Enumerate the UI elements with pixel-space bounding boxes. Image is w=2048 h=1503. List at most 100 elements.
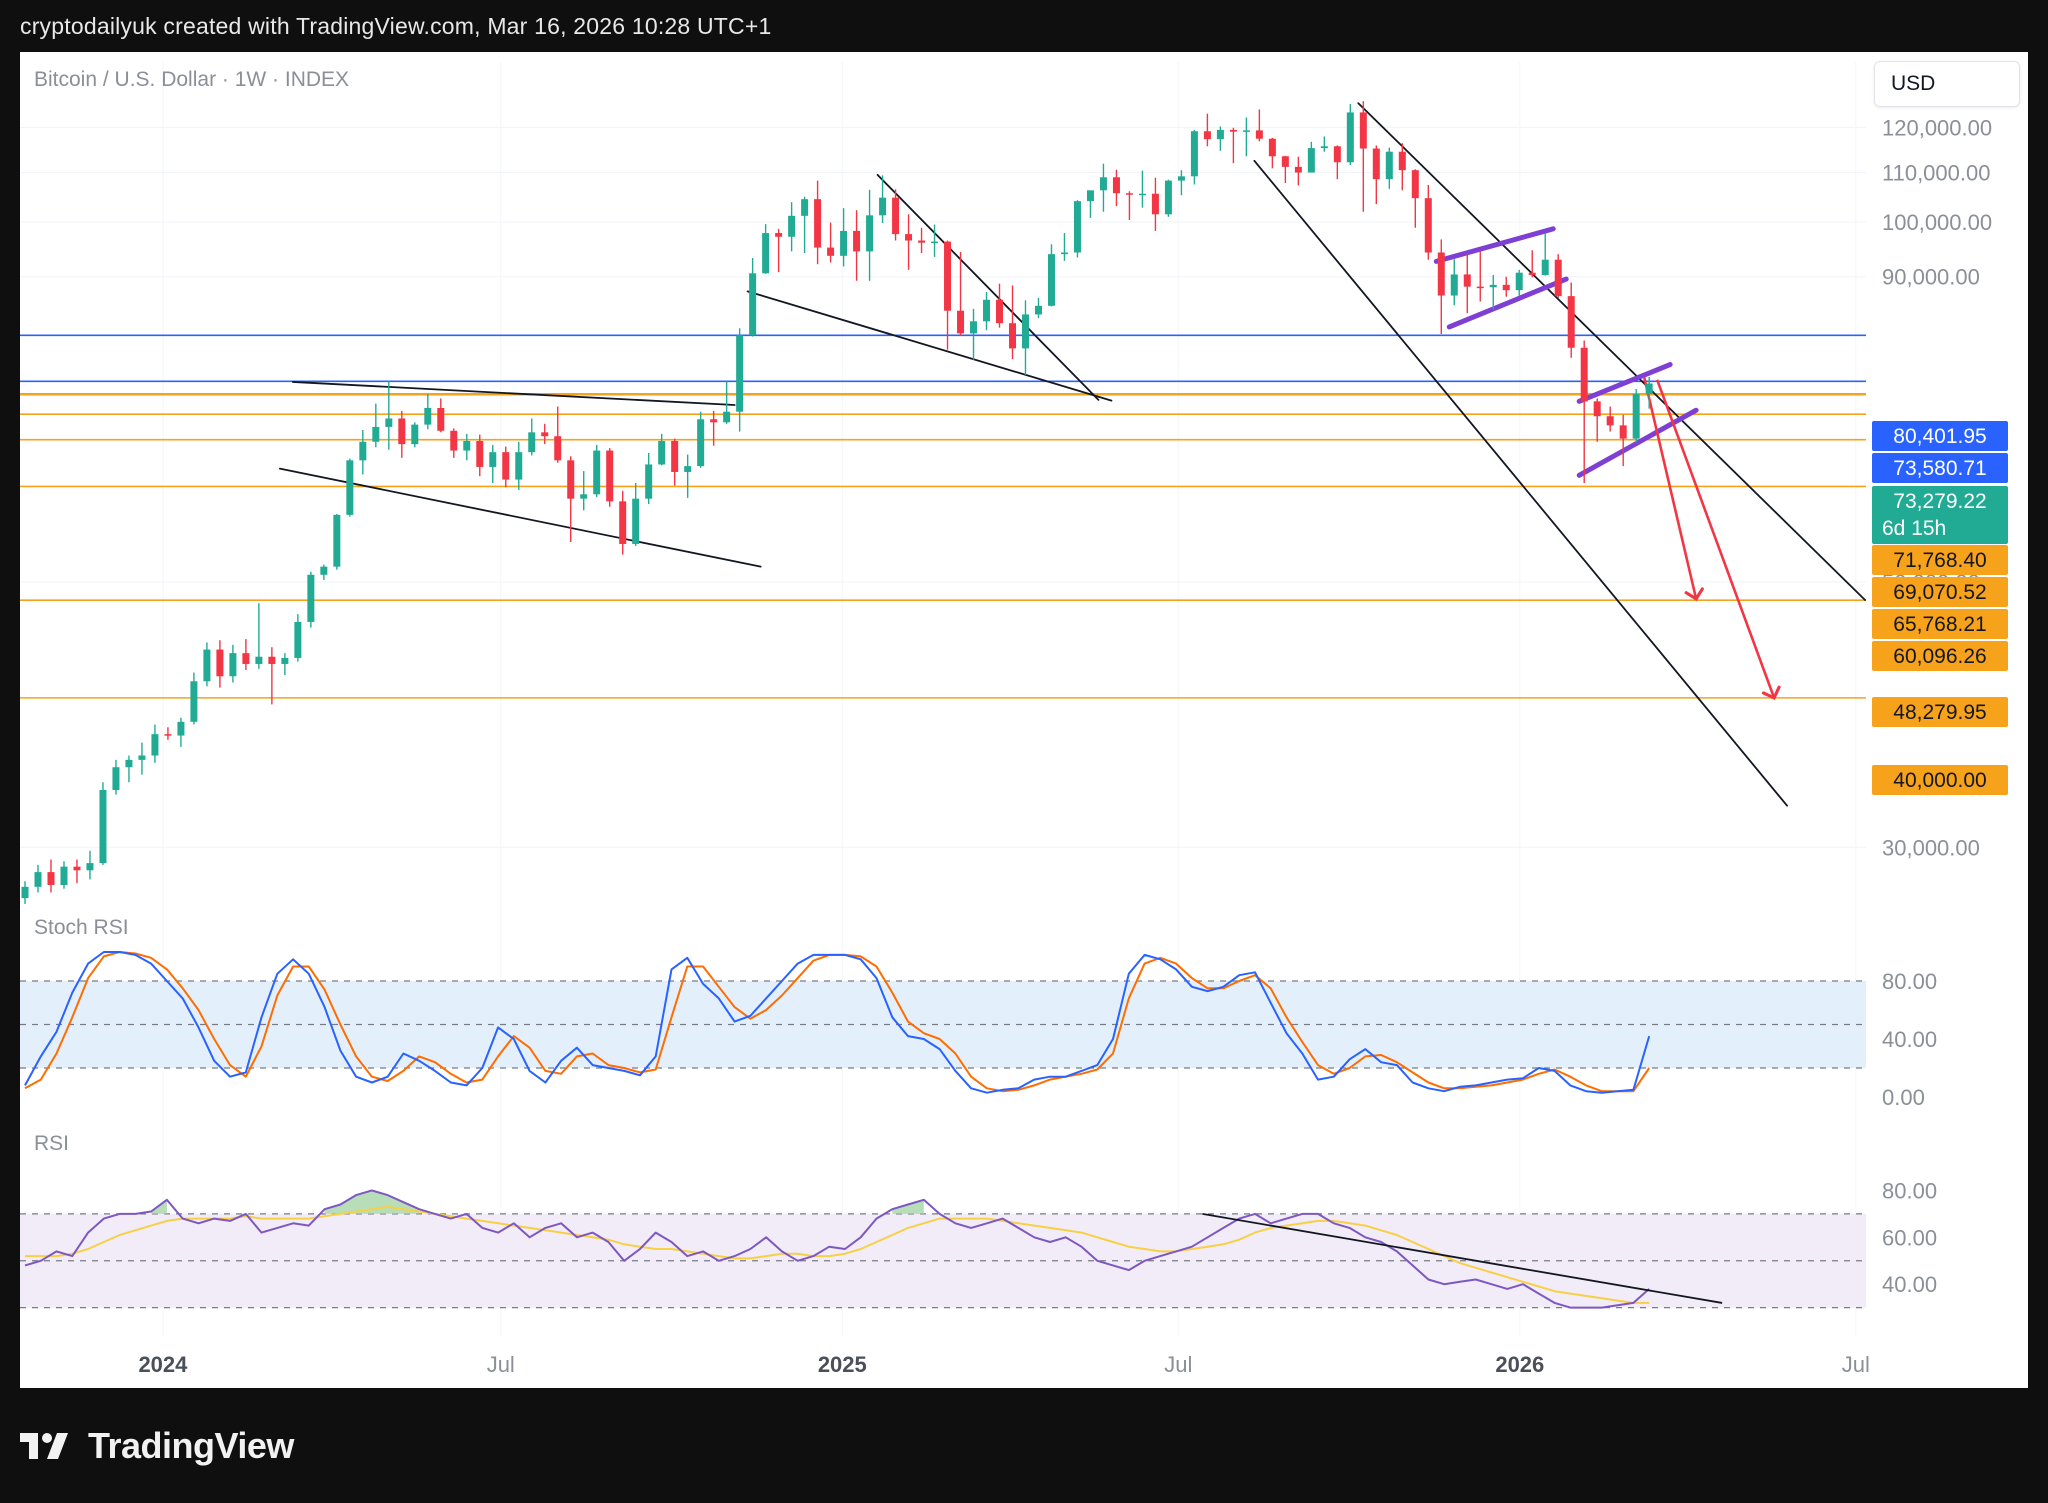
candle-body (21, 886, 29, 899)
footer: TradingView (20, 1418, 294, 1474)
candle (164, 727, 172, 740)
wedge-2025-line (746, 290, 1113, 402)
candle (73, 859, 81, 884)
candle-body (1411, 170, 1419, 199)
price-label-bg (1872, 486, 2008, 544)
candle (736, 328, 744, 432)
time-tick-label: 2024 (138, 1352, 188, 1377)
candle-body (1437, 252, 1445, 296)
candle (411, 422, 419, 448)
candle-body (1164, 180, 1172, 215)
candle-body (684, 466, 692, 472)
candle (1398, 143, 1406, 191)
candle (1047, 244, 1055, 307)
candle (541, 423, 549, 445)
countdown-text: 6d 15h (1882, 517, 1946, 540)
candle (346, 458, 354, 517)
candle-body (242, 653, 250, 664)
price-tick-label: 90,000.00 (1882, 265, 1980, 290)
candle (502, 446, 510, 488)
candle-body (918, 240, 926, 243)
candle-body (983, 299, 991, 322)
candle (1346, 104, 1354, 166)
candle (944, 240, 952, 350)
candle (1281, 155, 1289, 184)
candle-body (476, 440, 484, 467)
candle-body (1125, 193, 1133, 195)
candle-body (632, 498, 640, 544)
candle-body (827, 247, 835, 256)
candle-body (190, 681, 198, 722)
stoch-tick-label: 80.00 (1882, 969, 1937, 994)
candle-body (801, 199, 809, 216)
candle-body (1060, 252, 1068, 255)
price-label-text: 80,401.95 (1893, 425, 1986, 448)
candle-body (736, 335, 744, 412)
candle-body (307, 574, 315, 622)
candle-body (1281, 156, 1289, 167)
candle (1515, 269, 1523, 296)
price-label-text: 69,070.52 (1893, 581, 1986, 604)
candle (1424, 184, 1432, 260)
candle-body (359, 441, 367, 461)
price-label-bg (1872, 609, 2008, 639)
candle (684, 454, 692, 498)
chart-canvas[interactable]: 30,000.0050,000.0090,000.00100,000.00110… (20, 52, 2028, 1388)
candle-body (1034, 305, 1042, 315)
candle (125, 755, 133, 783)
candle (1073, 200, 1081, 258)
candle (60, 861, 68, 889)
candle-body (1346, 112, 1354, 163)
candle-body (775, 233, 783, 237)
candle (1229, 127, 1237, 164)
candle-body (970, 321, 978, 334)
candle (359, 430, 367, 475)
candle (671, 438, 679, 486)
candle (1125, 191, 1133, 220)
candle-body (502, 452, 510, 480)
candle (827, 222, 835, 263)
price-label: 73,580.71 (1872, 453, 2008, 483)
candle-body (1489, 284, 1497, 288)
price-label-text: 40,000.00 (1893, 769, 1986, 792)
rsi-trendline (1202, 1212, 1723, 1304)
candle (476, 434, 484, 477)
candle (1177, 170, 1185, 196)
candle-body (1047, 254, 1055, 306)
candle-body (866, 215, 874, 252)
candle-body (749, 273, 757, 336)
candle-body (1138, 193, 1146, 196)
candle (1294, 156, 1302, 186)
candle-body (281, 657, 289, 664)
currency-button[interactable]: USD (1874, 61, 2020, 107)
candle (1541, 233, 1549, 276)
candle (515, 441, 523, 490)
wedge-2025-line (876, 173, 1100, 401)
candle-body (1242, 130, 1250, 132)
candle-body (1372, 148, 1380, 180)
candle (788, 202, 796, 252)
candle (1086, 190, 1094, 218)
candle-body (346, 460, 354, 515)
candle (463, 433, 471, 461)
candle-body (710, 419, 718, 423)
candle-body (723, 411, 731, 423)
time-tick-label: 2025 (818, 1352, 867, 1377)
price-label-bg (1872, 545, 2008, 575)
candle-body (138, 755, 146, 760)
candle-body (60, 866, 68, 885)
candle (450, 428, 458, 458)
last-price-label: 73,279.22 6d 15h (1872, 486, 2008, 544)
wedge-2024-line (291, 381, 736, 406)
candle-body (1307, 148, 1315, 173)
price-label: 80,401.95 (1872, 421, 2008, 451)
candle (697, 411, 705, 468)
candle (853, 210, 861, 281)
tradingview-logo-icon (20, 1433, 68, 1459)
candle (1411, 169, 1419, 228)
candle (320, 564, 328, 580)
chart-panel[interactable]: 30,000.0050,000.0090,000.00100,000.00110… (20, 52, 2028, 1388)
candle-body (528, 432, 536, 453)
candle (268, 647, 276, 705)
candle-body (1177, 176, 1185, 181)
